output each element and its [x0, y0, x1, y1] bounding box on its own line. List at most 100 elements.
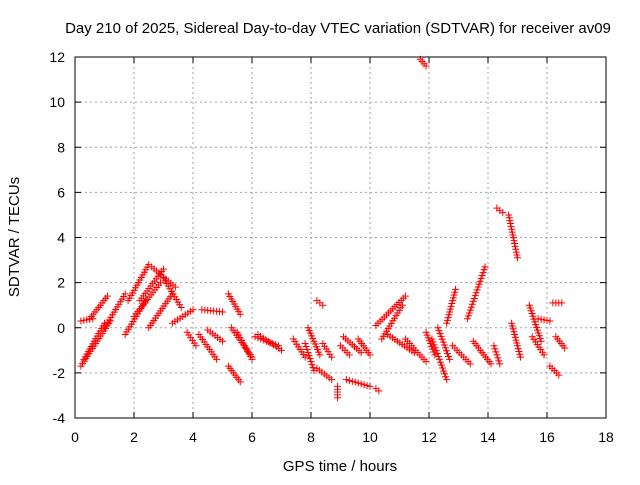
data-point — [496, 360, 504, 368]
data-point — [440, 341, 448, 349]
data-point — [434, 324, 442, 332]
data-point — [303, 346, 311, 354]
data-point — [302, 343, 310, 351]
data-point — [319, 301, 327, 309]
data-point — [334, 394, 342, 402]
data-track — [337, 342, 353, 359]
data-track — [224, 362, 244, 386]
data-track — [124, 261, 153, 305]
data-track — [204, 326, 226, 345]
data-track — [304, 324, 324, 359]
data-point — [445, 352, 453, 360]
data-point — [492, 348, 500, 356]
data-point — [537, 337, 545, 345]
x-tick-label: 12 — [421, 429, 437, 445]
x-axis-label: GPS time / hours — [283, 458, 397, 475]
data-track — [80, 319, 108, 363]
data-point — [508, 228, 516, 236]
data-point — [305, 352, 313, 360]
data-point — [512, 245, 520, 253]
data-point — [103, 292, 111, 300]
data-point — [546, 317, 554, 325]
data-point — [506, 220, 514, 228]
data-point — [422, 62, 430, 70]
data-point — [471, 292, 479, 300]
data-point — [435, 327, 443, 335]
data-point — [540, 316, 548, 324]
data-point — [543, 316, 551, 324]
data-track — [534, 315, 554, 325]
data-track — [86, 292, 111, 323]
data-track — [372, 385, 383, 395]
grid — [75, 57, 606, 418]
data-track — [546, 362, 563, 379]
y-tick-label: 12 — [49, 49, 65, 65]
y-tick-label: -4 — [53, 410, 66, 426]
x-tick-label: 8 — [307, 429, 315, 445]
data-point — [357, 380, 365, 388]
data-point — [436, 358, 444, 366]
data-point — [506, 217, 514, 225]
data-point — [561, 344, 569, 352]
data-point — [435, 355, 443, 363]
data-point — [430, 341, 438, 349]
data-point — [510, 237, 518, 245]
data-point — [433, 350, 441, 358]
data-point — [360, 381, 368, 389]
data-track — [552, 333, 569, 352]
data-point — [304, 349, 312, 357]
data-track — [160, 274, 185, 311]
data-point — [470, 295, 478, 303]
data-point — [192, 342, 200, 350]
y-tick-label: 2 — [57, 275, 65, 291]
data-point — [439, 338, 447, 346]
data-track — [443, 285, 460, 327]
data-point — [516, 353, 524, 361]
data-point — [490, 342, 498, 350]
chart-title: Day 210 of 2025, Sidereal Day-to-day VTE… — [65, 20, 611, 37]
data-track — [354, 335, 374, 359]
data-track — [549, 299, 566, 307]
x-tick-label: 16 — [539, 429, 555, 445]
data-point — [248, 355, 256, 363]
data-point — [177, 303, 185, 311]
data-point — [219, 337, 226, 345]
data-point — [499, 209, 507, 217]
data-point — [514, 254, 521, 262]
data-point — [431, 344, 439, 352]
data-track — [339, 333, 365, 357]
data-point — [306, 355, 314, 363]
y-tick-label: 6 — [57, 184, 65, 200]
x-tick-label: 10 — [362, 429, 378, 445]
data-point — [278, 346, 285, 354]
data-point — [507, 222, 515, 230]
data-point — [476, 277, 484, 285]
data-point — [475, 280, 483, 288]
data-point — [328, 353, 336, 361]
data-point — [534, 315, 542, 323]
data-track — [490, 342, 504, 368]
data-point — [480, 266, 488, 274]
data-point — [452, 285, 460, 293]
data-point — [440, 367, 448, 375]
data-track — [168, 306, 197, 327]
data-point — [354, 379, 362, 387]
data-point — [487, 360, 495, 368]
data-point — [171, 283, 179, 291]
data-track — [136, 265, 167, 305]
data-point — [467, 303, 475, 311]
data-point — [375, 387, 383, 395]
data-points — [77, 55, 569, 402]
data-point — [463, 315, 471, 323]
data-track — [319, 340, 336, 361]
data-point — [77, 317, 85, 325]
x-tick-label: 6 — [248, 429, 256, 445]
data-point — [512, 248, 520, 256]
data-point — [398, 301, 406, 309]
y-tick-label: 4 — [57, 230, 65, 246]
data-point — [511, 240, 519, 248]
data-track — [313, 364, 336, 384]
data-point — [428, 335, 436, 343]
y-tick-label: 0 — [57, 320, 65, 336]
